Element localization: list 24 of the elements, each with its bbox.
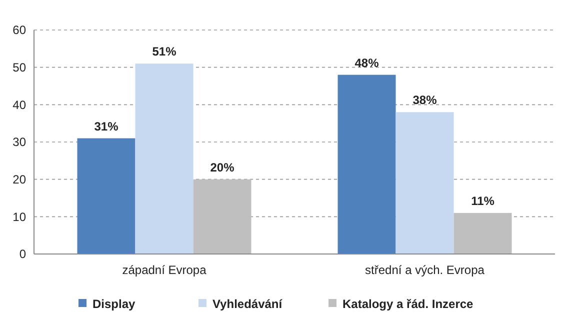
bar	[77, 138, 136, 254]
bar	[396, 112, 454, 254]
y-tick-label: 20	[12, 172, 26, 187]
data-label: 48%	[354, 56, 380, 70]
bar	[454, 212, 512, 254]
data-label: 11%	[471, 194, 495, 208]
bar	[135, 64, 194, 254]
y-tick-label: 0	[19, 247, 26, 262]
y-tick-label: 50	[12, 60, 26, 75]
bar	[338, 74, 396, 254]
data-label: 20%	[210, 160, 235, 174]
y-tick-label: 60	[12, 23, 26, 38]
x-tick-label: západní Evropa	[122, 263, 207, 277]
legend-label: Display	[92, 297, 136, 312]
data-label: 38%	[412, 93, 438, 108]
legend-label: Vyhledávání	[212, 297, 283, 312]
y-tick-label: 10	[12, 210, 26, 224]
x-tick-label: střední a vých. Evropa	[365, 263, 485, 277]
bar	[193, 179, 252, 254]
y-tick-label: 40	[12, 98, 26, 112]
legend-label: Katalogy a řád. Inzerce	[342, 297, 474, 312]
y-tick-label: 30	[12, 135, 26, 150]
data-label: 51%	[152, 44, 177, 59]
data-label: 31%	[94, 119, 119, 134]
